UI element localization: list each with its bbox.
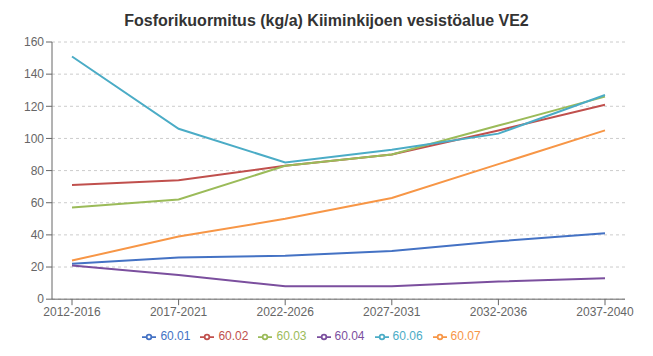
html-text:60.02: 60.02	[218, 329, 249, 344]
svg-text:2017-2021: 2017-2021	[150, 305, 208, 319]
html-text:60.04: 60.04	[334, 329, 365, 344]
html-text:60.06: 60.06	[392, 329, 423, 344]
svg-text:120: 120	[24, 100, 44, 114]
svg-text:2012-2016: 2012-2016	[43, 305, 101, 319]
svg-text:140: 140	[24, 67, 44, 81]
html-text:60.03: 60.03	[276, 329, 307, 344]
svg-text:20: 20	[31, 260, 45, 274]
svg-text:100: 100	[24, 132, 44, 146]
html-text:Fosforikuormitus (kg/a) Kiimin: Fosforikuormitus (kg/a) Kiiminkijoen ves…	[124, 12, 529, 29]
svg-text:60: 60	[31, 196, 45, 210]
svg-text:2022-2026: 2022-2026	[257, 305, 315, 319]
svg-text:160: 160	[24, 35, 44, 49]
svg-text:80: 80	[31, 164, 45, 178]
html-text:60.01: 60.01	[160, 329, 191, 344]
svg-text:2037-2040: 2037-2040	[576, 305, 634, 319]
html-text:60.07: 60.07	[450, 329, 481, 344]
svg-text:2027-2031: 2027-2031	[363, 305, 421, 319]
svg-text:0: 0	[37, 292, 44, 306]
svg-text:40: 40	[31, 228, 45, 242]
svg-text:2032-2036: 2032-2036	[470, 305, 528, 319]
